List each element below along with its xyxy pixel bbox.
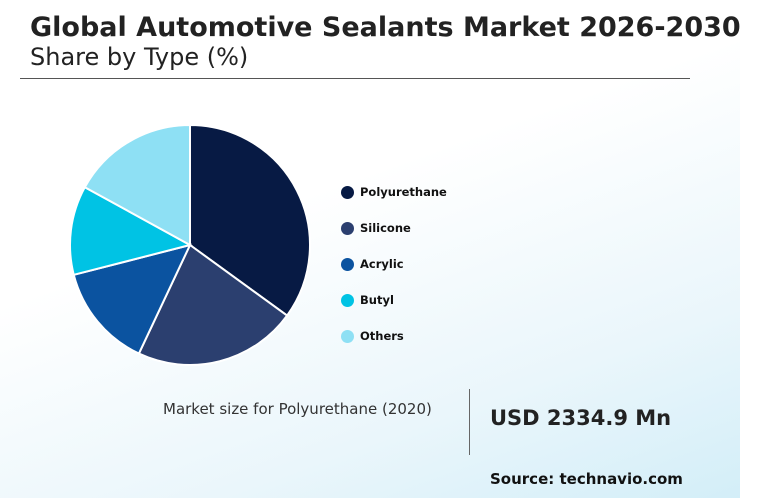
legend-label: Polyurethane [360, 185, 447, 199]
market-size-value: USD 2334.9 Mn [490, 406, 672, 430]
legend-item-polyurethane: Polyurethane [341, 174, 447, 210]
legend-swatch [341, 293, 354, 307]
legend-swatch [341, 185, 354, 199]
legend-item-silicone: Silicone [341, 210, 447, 246]
legend-item-butyl: Butyl [341, 282, 447, 318]
legend-item-others: Others [341, 318, 447, 354]
legend-label: Acrylic [360, 257, 404, 271]
legend: Polyurethane Silicone Acrylic Butyl Others [341, 174, 447, 354]
pie-slice-butyl [69, 185, 193, 277]
legend-item-acrylic: Acrylic [341, 246, 447, 282]
chart-title: Global Automotive Sealants Market 2026-2… [30, 12, 741, 43]
title-divider [20, 78, 690, 79]
legend-swatch [341, 257, 354, 271]
source-credit: Source: technavio.com [490, 470, 683, 488]
legend-swatch [341, 221, 354, 235]
legend-label: Silicone [360, 221, 411, 235]
pie-slice-acrylic [72, 243, 192, 355]
pie-slice-polyurethane [189, 123, 311, 317]
legend-label: Others [360, 329, 404, 343]
legend-label: Butyl [360, 293, 394, 307]
market-size-label: Market size for Polyurethane (2020) [163, 400, 432, 418]
legend-swatch [341, 329, 354, 343]
chart-subtitle: Share by Type (%) [30, 43, 249, 71]
pie-slice-others [83, 123, 191, 247]
market-size-divider [469, 389, 470, 455]
